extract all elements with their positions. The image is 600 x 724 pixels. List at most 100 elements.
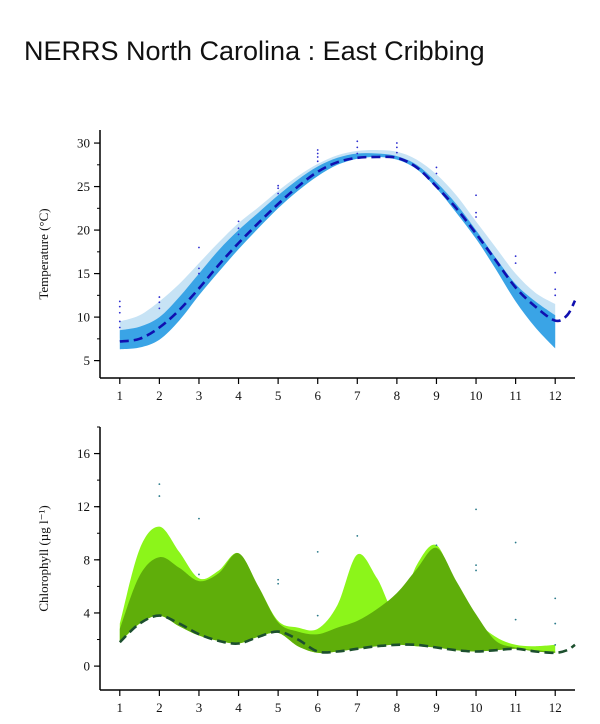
data-point [198,517,200,520]
data-point [118,320,121,323]
data-point [514,541,517,544]
data-point [514,255,517,258]
data-point [395,151,398,154]
data-point [158,296,161,298]
x-tick-label: 7 [354,388,361,403]
data-point [475,508,477,511]
data-point [277,184,280,187]
inner-band-area [119,153,556,350]
x-tick-label: 2 [156,700,163,715]
y-tick-label: 12 [77,499,90,514]
x-tick-label: 1 [117,388,124,403]
data-point [554,643,557,646]
data-point [554,288,557,291]
data-point [277,192,280,195]
page-title: NERRS North Carolina : East Cribbing [24,36,485,66]
data-point [237,220,240,223]
data-point [435,544,438,547]
y-tick-label: 15 [77,266,90,281]
x-tick-label: 12 [549,388,562,403]
x-tick-label: 4 [235,388,242,403]
data-point [475,216,477,218]
data-point [316,149,319,151]
dark-band-area [119,547,556,654]
x-tick-label: 4 [235,700,242,715]
data-point [198,573,200,576]
data-point [435,172,438,175]
data-point [554,294,557,297]
data-point [277,578,280,581]
x-tick-label: 6 [314,700,321,715]
x-tick-label: 6 [314,388,321,403]
data-point [237,233,240,236]
data-point [237,227,240,230]
x-tick-label: 9 [433,700,440,715]
data-point [118,305,121,308]
data-point [356,535,359,537]
data-point [316,156,319,158]
data-point [435,166,438,169]
data-point [395,146,398,149]
x-tick-label: 5 [275,388,282,403]
x-tick-label: 8 [394,700,401,715]
data-point [198,272,200,275]
data-point [277,187,280,190]
data-point [118,300,121,303]
data-point [158,495,161,497]
data-point [475,211,477,214]
data-point [158,483,161,486]
data-point [316,614,319,617]
data-point [198,246,200,249]
y-tick-label: 0 [84,659,91,674]
data-point [356,140,359,143]
x-tick-label: 3 [196,388,203,403]
y-axis-title: Temperature (°C) [36,208,51,299]
data-point [316,152,319,155]
x-tick-label: 1 [117,700,124,715]
y-tick-label: 8 [84,552,91,567]
y-tick-label: 4 [84,605,91,620]
x-tick-label: 8 [394,388,401,403]
data-point [316,550,319,553]
y-tick-label: 20 [77,223,90,238]
data-point [198,267,200,270]
data-point [554,622,557,625]
data-point [514,262,517,265]
x-tick-label: 2 [156,388,163,403]
y-tick-label: 30 [77,136,90,151]
x-tick-label: 10 [470,700,483,715]
data-point [554,271,557,274]
data-point [475,564,477,567]
data-point [395,142,398,144]
data-point [356,152,359,155]
y-tick-label: 10 [77,310,90,325]
x-tick-label: 5 [275,700,282,715]
data-point [118,326,121,329]
mean-line [118,614,576,655]
outer-band-area [119,149,556,344]
data-point [475,194,477,197]
x-tick-label: 10 [470,388,483,403]
data-point [356,146,359,149]
x-tick-label: 3 [196,700,203,715]
data-point [514,618,517,621]
x-tick-label: 11 [509,388,522,403]
x-tick-label: 12 [549,700,562,715]
data-point [554,597,557,600]
y-tick-label: 16 [77,446,91,461]
data-point [158,301,161,304]
data-point [118,311,121,314]
data-point [277,582,280,585]
x-tick-label: 7 [354,700,361,715]
data-point [158,307,161,310]
mean-line [119,155,577,343]
x-tick-label: 9 [433,388,440,403]
x-tick-label: 11 [509,700,522,715]
data-point [316,160,319,163]
y-tick-label: 25 [77,179,90,194]
data-point [475,569,477,572]
y-tick-label: 5 [84,353,91,368]
